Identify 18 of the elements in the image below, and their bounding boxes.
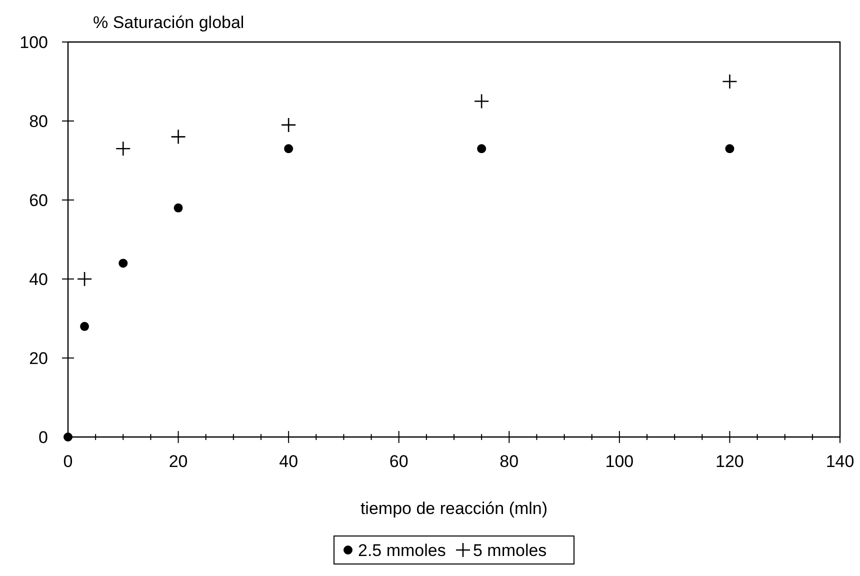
x-tick-label: 40	[279, 452, 298, 471]
x-tick-label: 140	[826, 452, 854, 471]
x-axis-title: tiempo de reacción (mln)	[360, 499, 548, 518]
x-tick-label: 100	[605, 452, 634, 471]
y-tick-label: 80	[29, 112, 48, 131]
x-tick-label: 120	[716, 452, 744, 471]
y-tick-label: 60	[29, 190, 48, 210]
legend-label: 5 mmoles	[473, 540, 547, 560]
y-axis-title: % Saturación global	[93, 13, 244, 32]
x-tick-label: 20	[168, 452, 188, 471]
y-tick-label: 0	[38, 428, 48, 447]
y-tick-label: 20	[29, 348, 48, 368]
x-tick-label: 0	[63, 452, 73, 471]
x-tick-label: 80	[500, 452, 519, 471]
y-tick-label: 40	[29, 270, 48, 289]
legend-label: 2.5 mmoles	[358, 540, 446, 560]
x-tick-label: 60	[389, 452, 408, 471]
y-tick-label: 100	[20, 32, 48, 52]
